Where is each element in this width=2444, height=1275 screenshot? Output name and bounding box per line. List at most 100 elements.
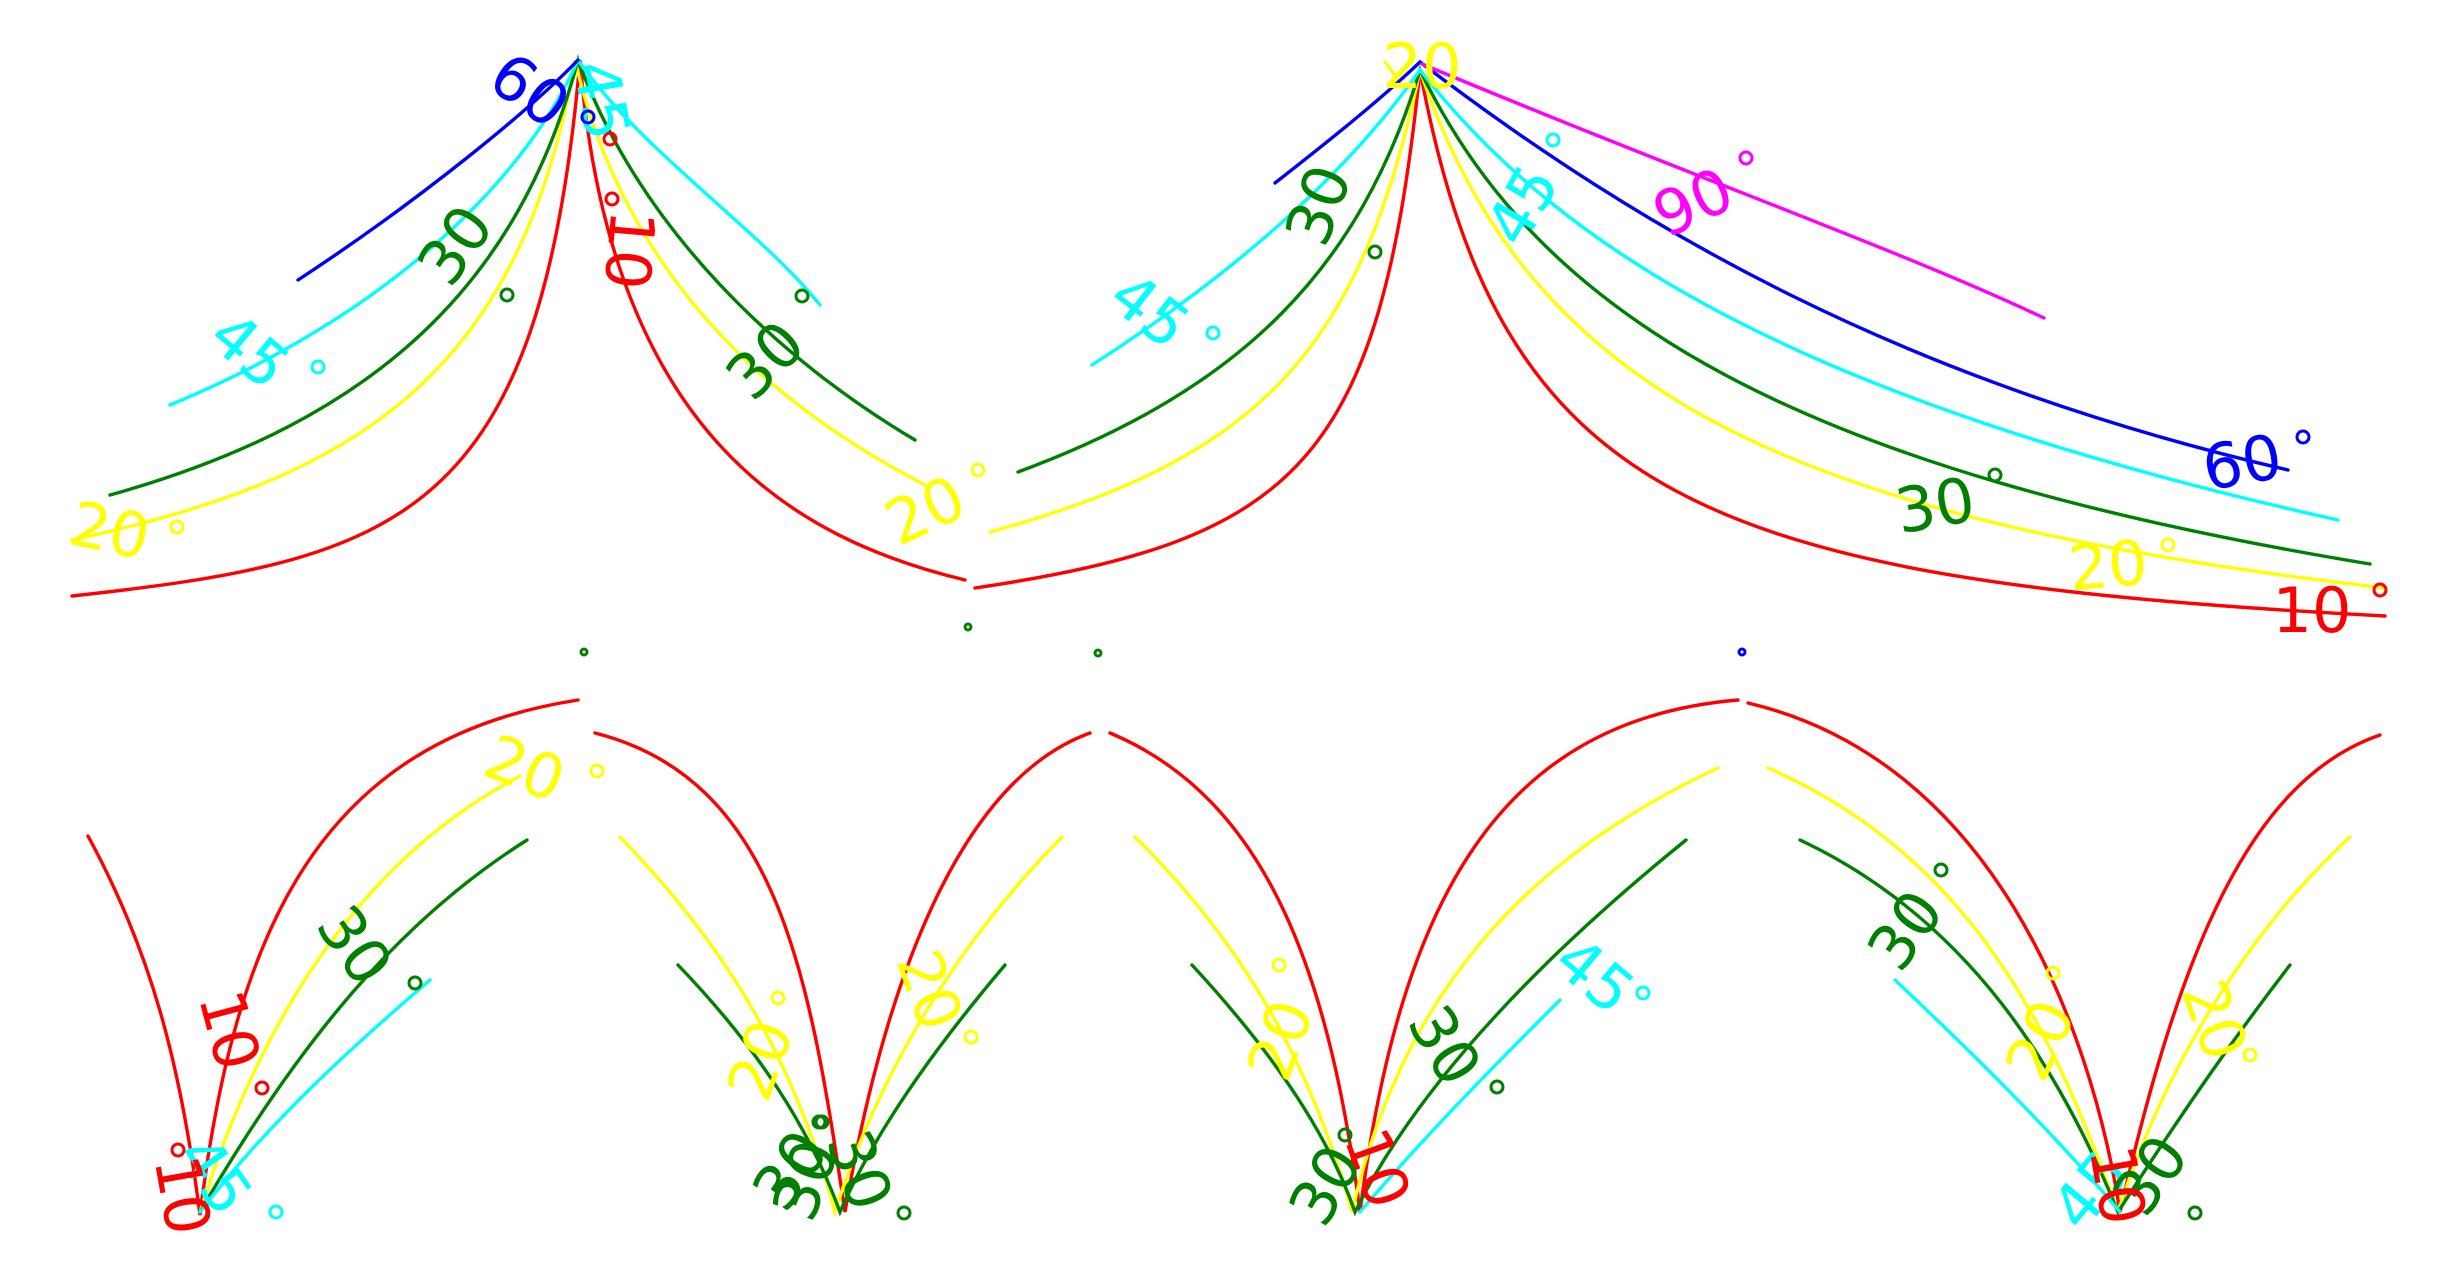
label-20: 20 [64, 487, 156, 575]
panel-top-right: 10 20 30 30 45 45 60 90 [963, 30, 2388, 658]
degree-mark [1933, 862, 1949, 878]
label-45-text: 45 [1471, 153, 1574, 258]
curve-30 [198, 838, 529, 1214]
curve-10 [1746, 701, 2382, 1213]
degree-mark [1337, 1127, 1353, 1143]
degree-mark [963, 622, 973, 632]
curve-20 [198, 774, 522, 1214]
label-30: 30 [1271, 156, 1367, 255]
label-20: 20 [1383, 30, 1462, 103]
degree-mark [407, 975, 423, 991]
curve-10 [593, 731, 1092, 1213]
curve-45 [1090, 67, 2340, 522]
label-10: 10 [590, 207, 670, 292]
curve-30 [1016, 65, 2372, 566]
degree-mark [770, 990, 786, 1006]
label-20: 20 [1991, 989, 2091, 1091]
label-30: 30 [1890, 463, 1980, 549]
degree-mark [2295, 429, 2311, 445]
label-10-text: 10 [2273, 574, 2352, 647]
degree-mark [1738, 150, 1754, 166]
degree-mark [896, 1205, 912, 1221]
degree-mark [580, 109, 596, 125]
label-30: 30 [712, 307, 819, 414]
degree-mark [2242, 1047, 2258, 1063]
label-10-text: 10 [2075, 1140, 2161, 1230]
degree-mark [268, 1204, 284, 1220]
label-45-text: 45 [559, 55, 645, 145]
curve-10 [86, 698, 580, 1216]
label-20: 20 [2167, 971, 2263, 1070]
degree-mark [1271, 957, 1287, 973]
degree-mark [170, 1142, 186, 1158]
label-10: 10 [140, 1150, 226, 1240]
degree-mark [602, 131, 618, 147]
label-45: 45 [1541, 922, 1648, 1029]
degree-mark [970, 462, 986, 478]
curve-10 [1108, 698, 1740, 1213]
label-90: 90 [1642, 153, 1744, 253]
label-30-text: 30 [1271, 156, 1367, 255]
label-20: 20 [874, 461, 976, 561]
curve-20 [988, 63, 2387, 590]
label-45: 45 [1471, 153, 1574, 258]
label-20: 20 [1233, 991, 1329, 1090]
degree-mark [1545, 132, 1561, 148]
label-20-text: 20 [2167, 971, 2263, 1070]
label-30-text: 30 [403, 192, 508, 299]
label-20-text: 20 [874, 461, 976, 561]
label-20: 20 [2066, 526, 2151, 606]
degree-mark [1987, 467, 2003, 483]
degree-mark [604, 191, 620, 207]
degree-mark [811, 1114, 827, 1130]
degree-mark [169, 519, 185, 535]
degree-mark [2372, 582, 2388, 598]
degree-mark [2187, 1205, 2203, 1221]
degree-mark [1367, 244, 1383, 260]
curve-45 [198, 978, 432, 1214]
label-30: 30 [302, 892, 407, 999]
degree-mark [2160, 537, 2176, 553]
curve-30 [108, 54, 917, 497]
degree-mark [589, 763, 605, 779]
degree-mark [254, 1080, 270, 1096]
label-10: 10 [184, 983, 275, 1078]
curve-60 [1273, 59, 2290, 472]
degree-mark [1205, 325, 1221, 341]
label-20-text: 20 [2066, 526, 2151, 606]
label-20: 20 [475, 720, 576, 817]
label-30-text: 30 [302, 892, 407, 999]
curve-60 [296, 58, 580, 282]
label-45: 45 [1096, 257, 1203, 363]
label-20-text: 20 [475, 720, 576, 817]
curve-30 [1798, 838, 2292, 1216]
degree-mark [499, 287, 515, 303]
degree-mark [963, 1029, 979, 1045]
degree-mark [1737, 647, 1747, 657]
panel-top-left: 10 20 20 30 30 45 45 60 [64, 38, 986, 657]
degree-mark [310, 359, 326, 375]
curve-90 [1420, 62, 2046, 320]
curve-10 [973, 69, 2387, 618]
label-30: 30 [1853, 877, 1958, 984]
degree-mark [2045, 965, 2061, 981]
curve-45 [168, 56, 822, 407]
label-60: 60 [476, 38, 583, 143]
curve-20-stub [1383, 60, 1397, 77]
label-20-text: 20 [1383, 30, 1462, 103]
label-30-text: 30 [712, 307, 819, 414]
curve-30 [676, 963, 1007, 1217]
degree-mark [1635, 985, 1651, 1001]
label-45: 45 [559, 55, 645, 145]
curve-45 [1893, 978, 2122, 1214]
label-20-text: 20 [1991, 989, 2091, 1091]
label-30-text: 30 [1853, 877, 1958, 984]
label-10: 10 [2273, 574, 2352, 647]
curve-30 [1190, 838, 1688, 1217]
label-10-text: 10 [184, 983, 275, 1078]
degree-mark [1093, 648, 1103, 658]
degree-mark [1489, 1079, 1505, 1095]
label-20-text: 20 [64, 487, 156, 575]
label-20-text: 20 [1233, 991, 1329, 1090]
label-45-text: 45 [1096, 257, 1203, 363]
